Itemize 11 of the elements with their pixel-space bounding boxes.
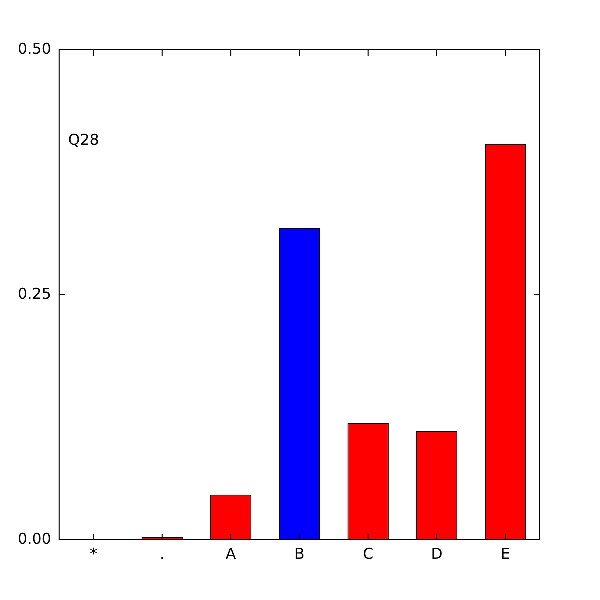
x-tick-label: E — [500, 544, 510, 563]
x-tick-label: . — [160, 544, 165, 563]
y-tick-label: 0.25 — [18, 284, 52, 303]
x-tick-label: B — [294, 544, 305, 563]
y-tick-label: 0.00 — [18, 530, 52, 548]
x-tick-label: * — [90, 544, 98, 563]
x-tick-label: D — [431, 544, 443, 563]
x-tick-label: A — [226, 544, 237, 563]
x-tick-label: C — [363, 544, 374, 563]
y-tick-label: 0.50 — [18, 40, 52, 58]
annotation: Q28 — [68, 130, 100, 149]
